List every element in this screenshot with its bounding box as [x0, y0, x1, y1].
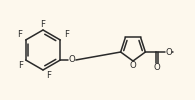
Text: O: O [130, 61, 136, 70]
Text: O: O [68, 56, 75, 64]
Text: F: F [18, 61, 23, 70]
Text: F: F [64, 30, 69, 39]
Text: O: O [166, 48, 173, 56]
Text: F: F [46, 71, 51, 80]
Text: F: F [41, 20, 45, 29]
Text: F: F [17, 30, 22, 39]
Text: O: O [154, 63, 161, 72]
